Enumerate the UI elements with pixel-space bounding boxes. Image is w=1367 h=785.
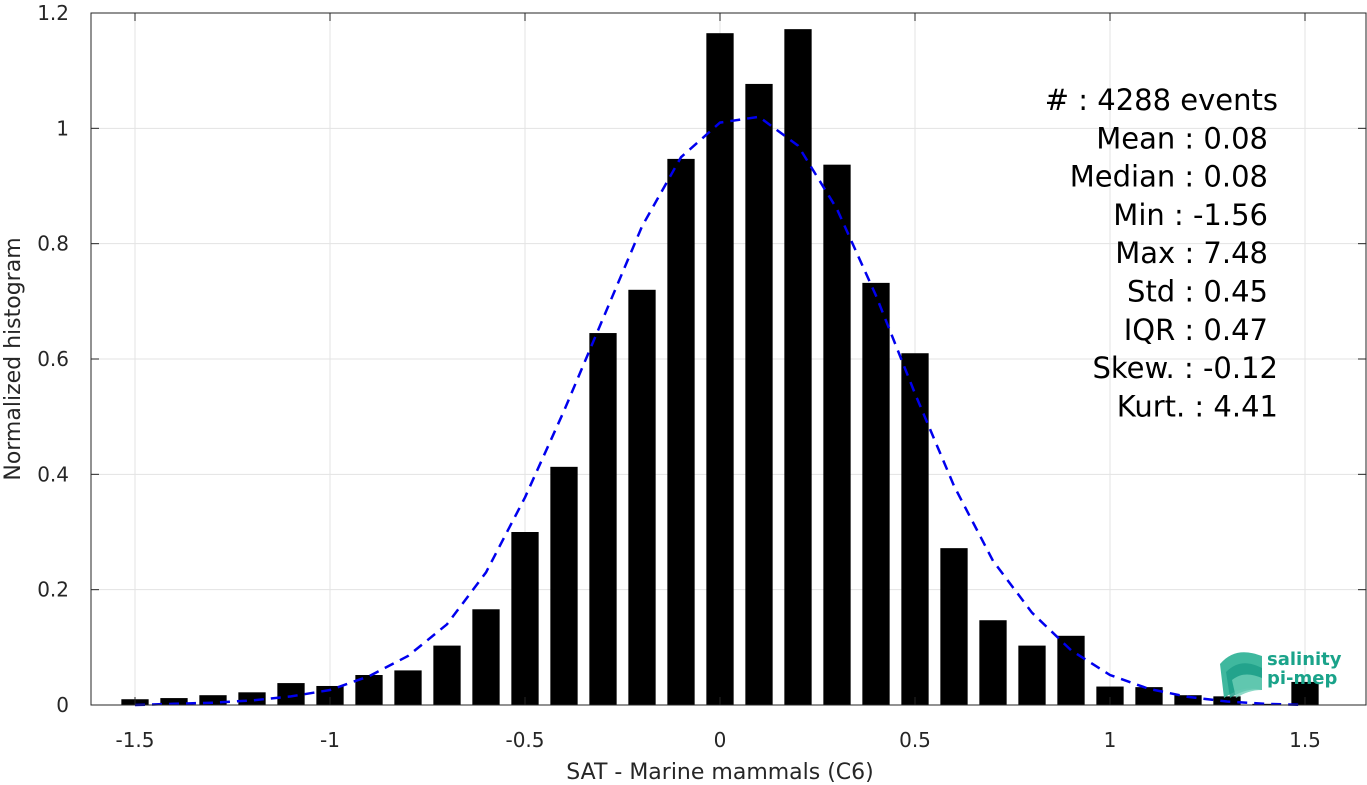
stat-line: Kurt. : 4.41 (1117, 389, 1278, 423)
histogram-bar (511, 532, 539, 705)
y-tick-label: 1 (56, 116, 69, 140)
histogram-bar (1057, 635, 1085, 705)
histogram-bar (160, 698, 188, 705)
histogram-bar (550, 466, 578, 705)
stat-line: IQR : 0.47 (1124, 313, 1268, 347)
stat-line: Median : 0.08 (1070, 160, 1268, 194)
histogram-bar (667, 158, 695, 705)
histogram-bar (979, 620, 1007, 705)
x-tick-label: 0.5 (899, 728, 931, 752)
histogram-bar (394, 670, 422, 705)
stat-line: Max : 7.48 (1115, 236, 1268, 270)
histogram-bar (1018, 645, 1046, 705)
histogram-bar (1096, 686, 1124, 705)
gaussian-fit-curve (134, 115, 1306, 707)
histogram-bar (745, 83, 773, 706)
histogram-bar (706, 33, 734, 705)
histogram-bars (121, 29, 1319, 706)
stat-line: Std : 0.45 (1127, 275, 1268, 309)
histogram-bar (589, 333, 617, 705)
histogram-bar (901, 353, 929, 705)
histogram-bar (862, 282, 890, 705)
x-tick-label: -0.5 (505, 728, 544, 752)
y-tick-label: 0.6 (37, 347, 69, 371)
x-axis-ticks: -1.5 -1 -0.5 0 0.5 1 1.5 (115, 13, 1321, 752)
y-tick-label: 0.8 (37, 232, 69, 256)
histogram-bar (784, 29, 812, 705)
x-tick-label: 1 (1104, 728, 1117, 752)
stat-line: Mean : 0.08 (1096, 121, 1268, 155)
histogram-bar (277, 683, 305, 705)
statistics-box: # : 4288 events Mean : 0.08 Median : 0.08 M… (1045, 83, 1278, 423)
x-tick-label: 1.5 (1289, 728, 1321, 752)
histogram-bar (940, 548, 968, 705)
x-tick-label: -1.5 (115, 728, 154, 752)
histogram-bar (433, 645, 461, 705)
histogram-bar (472, 609, 500, 705)
y-axis-label: Normalized histogram (1, 237, 26, 480)
y-axis-ticks: 0 0.2 0.4 0.6 0.8 1 1.2 (37, 1, 1366, 717)
y-tick-label: 0.2 (37, 578, 69, 602)
logo-text-line1: salinity (1267, 649, 1342, 670)
y-tick-label: 1.2 (37, 1, 69, 25)
y-tick-label: 0 (56, 693, 69, 717)
histogram-bar (823, 164, 851, 705)
wave-logo-icon (1220, 652, 1262, 698)
stat-line: Skew. : -0.12 (1092, 351, 1278, 385)
histogram-bar (1252, 703, 1280, 705)
histogram-bar (1291, 681, 1319, 705)
stat-line: # : 4288 events (1045, 83, 1278, 117)
histogram-bar (1174, 695, 1202, 705)
histogram-bar (628, 289, 656, 705)
stat-line: Min : -1.56 (1113, 198, 1268, 232)
histogram-bar (199, 695, 227, 705)
histogram-bar (1135, 687, 1163, 705)
salinity-pimep-logo: salinity pi-mep (1220, 649, 1342, 698)
logo-text-line2: pi-mep (1267, 668, 1337, 689)
x-tick-label: -1 (320, 728, 340, 752)
y-tick-label: 0.4 (37, 462, 69, 486)
x-tick-label: 0 (714, 728, 727, 752)
x-axis-label: SAT - Marine mammals (C6) (566, 760, 874, 785)
